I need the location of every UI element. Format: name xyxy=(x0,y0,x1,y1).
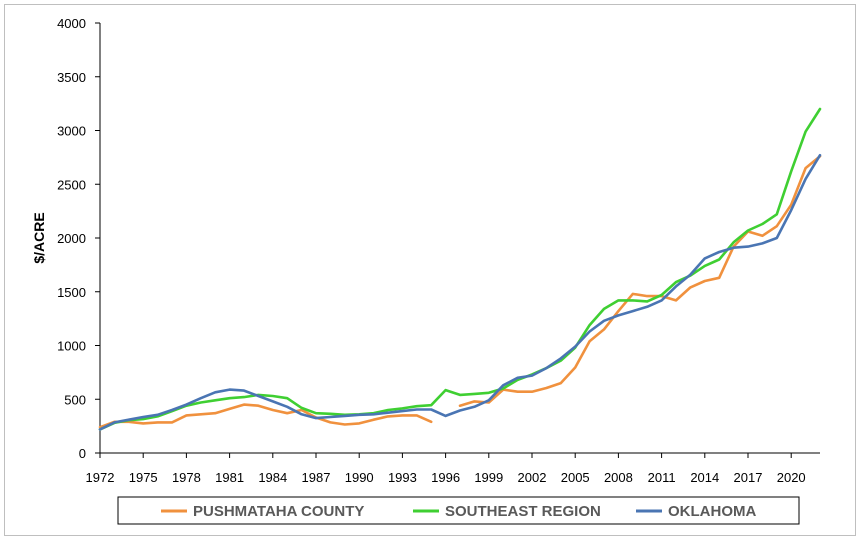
x-tick-label: 2017 xyxy=(734,470,763,485)
x-tick-label: 1999 xyxy=(474,470,503,485)
y-tick-label: 1500 xyxy=(57,285,86,300)
y-tick-label: 2500 xyxy=(57,177,86,192)
legend-label: OKLAHOMA xyxy=(668,503,756,520)
y-tick-label: 1000 xyxy=(57,339,86,354)
x-tick-label: 1981 xyxy=(215,470,244,485)
x-tick-label: 2020 xyxy=(777,470,806,485)
x-tick-label: 1984 xyxy=(258,470,287,485)
x-tick-label: 2011 xyxy=(648,470,676,485)
y-tick-label: 500 xyxy=(64,392,86,407)
y-tick-label: 3500 xyxy=(57,70,86,85)
series-line-1 xyxy=(98,107,822,431)
x-tick-label: 1996 xyxy=(431,470,460,485)
series-line-0 xyxy=(98,155,822,429)
legend-label: PUSHMATAHA COUNTY xyxy=(193,503,364,520)
series-lines xyxy=(98,107,822,431)
axes xyxy=(95,22,820,458)
x-tick-label: 2008 xyxy=(604,470,633,485)
y-tick-label: 4000 xyxy=(57,16,86,31)
chart-frame xyxy=(4,4,856,536)
x-tick-label: 2014 xyxy=(690,470,719,485)
y-tick-label: 3000 xyxy=(57,124,86,139)
y-tick-labels: 0 500 1000 1500 2000 2500 3000 3500 4000 xyxy=(57,16,86,461)
x-tick-labels: 1972 1975 1978 1981 1984 1987 1990 1993 1996 1999… xyxy=(86,470,806,485)
x-tick-label: 1972 xyxy=(86,470,115,485)
x-tick-label: 2005 xyxy=(561,470,590,485)
x-tick-label: 1990 xyxy=(345,470,374,485)
x-tick-label: 1987 xyxy=(302,470,331,485)
x-tick-label: 1978 xyxy=(172,470,201,485)
legend-box xyxy=(117,496,800,525)
x-tick-label: 1993 xyxy=(388,470,417,485)
x-tick-label: 2002 xyxy=(518,470,547,485)
y-tick-label: 0 xyxy=(79,446,86,461)
y-axis-label: $/ACRE xyxy=(31,212,47,263)
x-tick-label: 1975 xyxy=(129,470,158,485)
legend-label: SOUTHEAST REGION xyxy=(445,503,601,520)
y-tick-label: 2000 xyxy=(57,231,86,246)
legend: PUSHMATAHA COUNTY SOUTHEAST REGION OKLAHOM… xyxy=(117,496,800,525)
series-line-2 xyxy=(98,153,822,431)
